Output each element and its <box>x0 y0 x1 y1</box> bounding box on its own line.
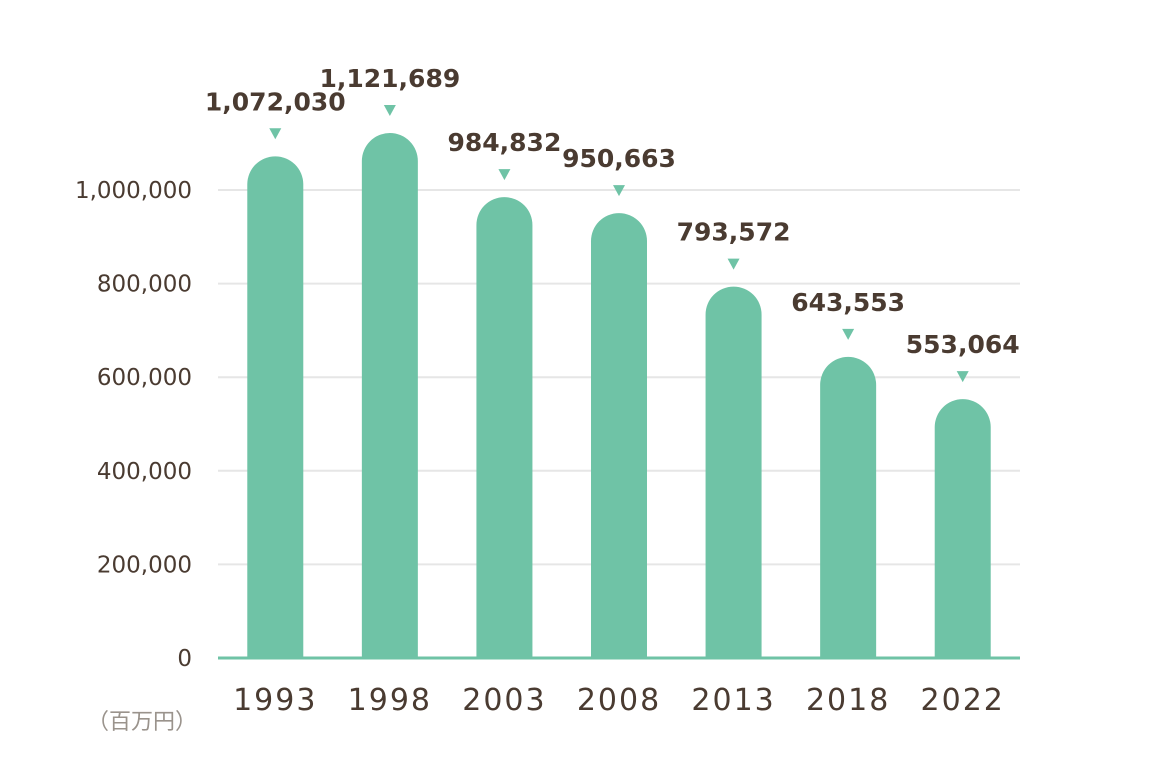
x-tick-label: 2003 <box>462 683 546 718</box>
y-tick-label: 800,000 <box>97 272 192 298</box>
bar <box>476 197 533 658</box>
data-label: 1,121,689 <box>319 64 460 93</box>
value-marker <box>383 105 396 117</box>
x-tick-label: 2018 <box>806 683 890 718</box>
y-tick-label: 600,000 <box>97 365 192 391</box>
bar <box>820 356 877 658</box>
bar <box>934 399 991 658</box>
bar <box>361 133 418 658</box>
value-marker <box>498 169 511 181</box>
value-marker <box>727 258 740 270</box>
value-marker <box>613 185 625 197</box>
x-tick-label: 2013 <box>691 683 775 718</box>
y-tick-labels: 0 200,000 400,000 600,000 800,000 1,000,000 <box>75 178 192 672</box>
y-tick-label: 200,000 <box>97 552 192 578</box>
data-label: 1,072,030 <box>205 87 346 116</box>
y-tick-label: 1,000,000 <box>75 178 192 204</box>
x-tick-labels: 1993 1998 2003 2008 2013 2018 2022 <box>233 683 1005 718</box>
value-marker <box>956 371 969 383</box>
value-marker <box>269 128 282 140</box>
value-marker <box>842 328 855 340</box>
x-tick-label: 1998 <box>348 683 432 718</box>
x-tick-label: 1993 <box>233 683 317 718</box>
y-tick-label: 0 <box>177 646 192 672</box>
data-label: 553,064 <box>906 330 1020 359</box>
data-label: 984,832 <box>447 128 561 157</box>
unit-label: （百万円） <box>87 710 197 735</box>
bar <box>705 286 762 658</box>
y-tick-label: 400,000 <box>97 459 192 485</box>
data-label: 950,663 <box>562 144 676 173</box>
bar <box>247 156 304 658</box>
bar <box>591 213 647 659</box>
bars <box>247 133 991 659</box>
data-label: 793,572 <box>677 218 791 247</box>
data-label: 643,553 <box>791 288 905 317</box>
x-tick-label: 2008 <box>577 683 661 718</box>
x-tick-label: 2022 <box>921 683 1005 718</box>
